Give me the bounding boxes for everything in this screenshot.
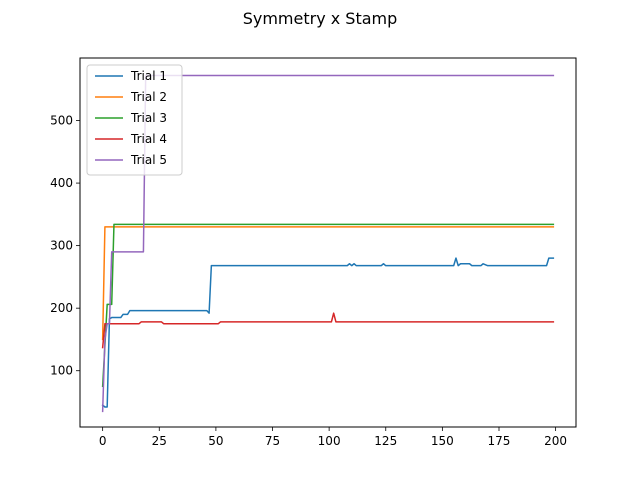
x-tick-label: 0 <box>99 434 107 448</box>
axes-frame <box>79 57 577 428</box>
series-line-trial-1 <box>101 257 555 408</box>
y-tick-label: 400 <box>50 176 73 190</box>
x-tick-label: 175 <box>488 434 511 448</box>
x-tick-label: 50 <box>208 434 223 448</box>
legend-label-trial-2: Trial 2 <box>130 90 167 104</box>
x-tick-label: 150 <box>431 434 454 448</box>
chart-title: Symmetry x Stamp <box>243 9 398 28</box>
x-axis-ticks: 0 25 50 75 100 125 150 175 200 <box>99 427 567 448</box>
x-tick-label: 25 <box>152 434 167 448</box>
y-tick-label: 500 <box>50 114 73 128</box>
y-tick-label: 200 <box>50 301 73 315</box>
x-tick-label: 100 <box>318 434 341 448</box>
x-tick-label: 200 <box>544 434 567 448</box>
legend: Trial 1 Trial 2 Trial 3 Trial 4 Trial 5 <box>86 64 183 176</box>
y-tick-label: 100 <box>50 364 73 378</box>
x-tick-label: 125 <box>374 434 397 448</box>
x-tick-label: 75 <box>265 434 280 448</box>
y-tick-label: 300 <box>50 239 73 253</box>
series-line-trial-4 <box>101 312 555 349</box>
y-axis-ticks: 100 200 300 400 500 <box>50 114 80 378</box>
legend-label-trial-1: Trial 1 <box>130 69 167 83</box>
legend-label-trial-5: Trial 5 <box>130 153 167 167</box>
legend-label-trial-3: Trial 3 <box>130 111 167 125</box>
legend-label-trial-4: Trial 4 <box>130 132 167 146</box>
legend-box <box>86 64 183 176</box>
series-line-trial-2 <box>101 226 555 341</box>
